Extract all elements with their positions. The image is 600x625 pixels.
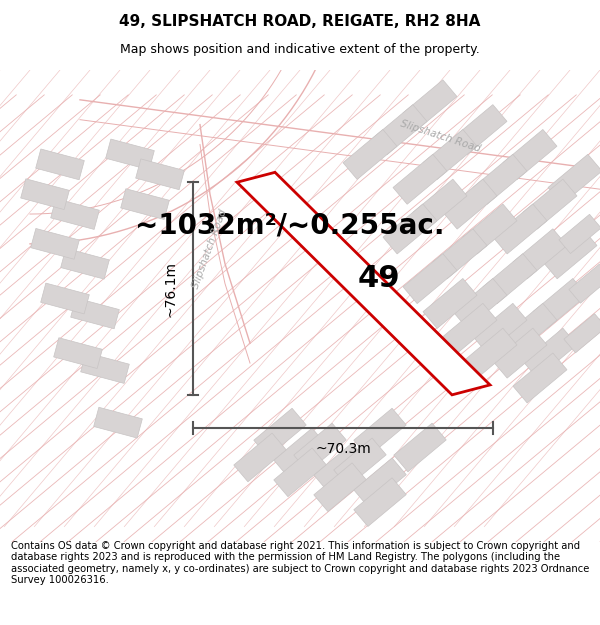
Text: 49: 49	[357, 264, 400, 293]
Polygon shape	[394, 423, 446, 472]
Polygon shape	[31, 229, 79, 259]
Polygon shape	[354, 458, 406, 507]
Polygon shape	[121, 189, 169, 219]
Polygon shape	[254, 408, 306, 457]
Polygon shape	[443, 303, 497, 353]
Polygon shape	[61, 248, 109, 279]
Polygon shape	[564, 314, 600, 353]
Polygon shape	[569, 264, 600, 303]
Polygon shape	[274, 448, 326, 497]
Text: 49, SLIPSHATCH ROAD, REIGATE, RH2 8HA: 49, SLIPSHATCH ROAD, REIGATE, RH2 8HA	[119, 14, 481, 29]
Polygon shape	[473, 303, 527, 353]
Polygon shape	[513, 229, 567, 279]
Polygon shape	[433, 229, 487, 279]
Polygon shape	[403, 254, 457, 304]
Polygon shape	[463, 328, 517, 378]
Polygon shape	[393, 154, 447, 204]
Polygon shape	[234, 433, 286, 482]
Polygon shape	[136, 159, 184, 190]
Polygon shape	[483, 254, 537, 304]
Polygon shape	[403, 80, 457, 130]
Polygon shape	[493, 204, 547, 254]
Polygon shape	[71, 298, 119, 329]
Polygon shape	[559, 214, 600, 254]
Polygon shape	[354, 408, 406, 457]
Polygon shape	[383, 204, 437, 254]
Text: ~70.3m: ~70.3m	[315, 442, 371, 456]
Polygon shape	[513, 353, 567, 403]
Polygon shape	[548, 154, 600, 204]
Text: Map shows position and indicative extent of the property.: Map shows position and indicative extent…	[120, 43, 480, 56]
Polygon shape	[533, 279, 587, 328]
Polygon shape	[334, 438, 386, 487]
Polygon shape	[503, 303, 557, 353]
Polygon shape	[35, 149, 85, 180]
Polygon shape	[343, 129, 397, 179]
Polygon shape	[443, 179, 497, 229]
Polygon shape	[523, 328, 577, 378]
Polygon shape	[294, 423, 346, 472]
Polygon shape	[41, 283, 89, 314]
Polygon shape	[354, 478, 406, 526]
Polygon shape	[453, 104, 507, 154]
Polygon shape	[493, 328, 547, 378]
Polygon shape	[413, 179, 467, 229]
Polygon shape	[473, 154, 527, 204]
Polygon shape	[50, 199, 100, 229]
Text: ~1032m²/~0.255ac.: ~1032m²/~0.255ac.	[135, 212, 445, 240]
Polygon shape	[53, 338, 103, 369]
Text: Slipshatch Road: Slipshatch Road	[398, 119, 481, 154]
Polygon shape	[503, 129, 557, 179]
Polygon shape	[373, 104, 427, 154]
Polygon shape	[543, 229, 597, 279]
Polygon shape	[463, 204, 517, 254]
Text: ~76.1m: ~76.1m	[164, 261, 178, 316]
Polygon shape	[274, 428, 326, 477]
Polygon shape	[80, 352, 130, 383]
Polygon shape	[523, 179, 577, 229]
Polygon shape	[237, 173, 490, 395]
Polygon shape	[94, 408, 142, 438]
Polygon shape	[20, 179, 70, 209]
Polygon shape	[423, 279, 477, 328]
Polygon shape	[423, 129, 477, 179]
Polygon shape	[314, 463, 366, 512]
Polygon shape	[314, 443, 366, 492]
Text: Slipshatch Road: Slipshatch Road	[191, 208, 229, 290]
Polygon shape	[106, 139, 154, 170]
Text: Contains OS data © Crown copyright and database right 2021. This information is : Contains OS data © Crown copyright and d…	[11, 541, 589, 586]
Polygon shape	[453, 279, 507, 328]
